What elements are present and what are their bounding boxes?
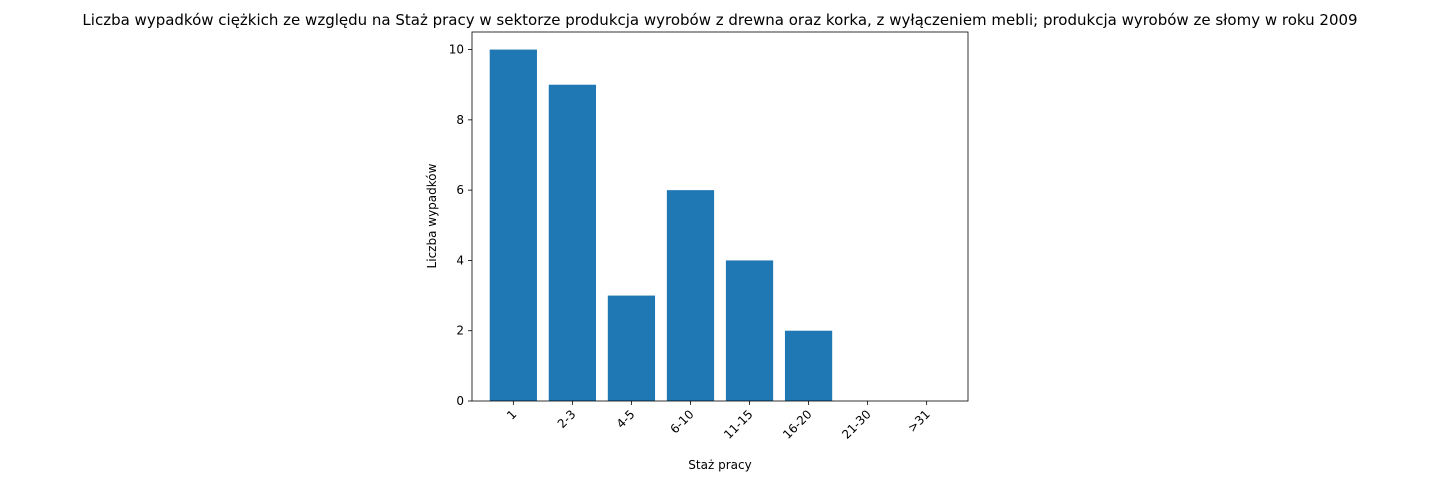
chart-title: Liczba wypadków ciężkich ze względu na S… [82, 11, 1357, 29]
x-tick-label: 6-10 [667, 407, 696, 436]
bar-6-10 [666, 190, 715, 401]
y-tick-label: 8 [456, 113, 464, 127]
bar-4-5 [607, 295, 656, 401]
bar-2-3 [548, 84, 596, 401]
plot-area: 0 2 4 6 8 10 1 2-3 4-5 6-10 11-15 16-20 21-30 >31 [449, 31, 969, 442]
bar-11-15 [725, 260, 774, 401]
bar-1 [489, 49, 537, 401]
axes-frame [471, 31, 969, 402]
y-tick-label: 10 [449, 43, 464, 57]
y-tick-label: 0 [456, 394, 464, 408]
bar-16-20 [784, 330, 833, 401]
x-tick-label: 11-15 [721, 407, 756, 442]
x-tick-label: 16-20 [780, 407, 815, 442]
x-tick-label: 2-3 [555, 407, 579, 431]
x-tick-label: >31 [905, 407, 933, 435]
y-axis-label: Liczba wypadków [425, 163, 439, 268]
x-axis-label: Staż pracy [688, 458, 751, 472]
y-tick-label: 6 [456, 183, 464, 197]
y-tick-label: 2 [456, 324, 464, 338]
x-tick-label: 1 [504, 407, 519, 422]
x-tick-label: 21-30 [839, 407, 874, 442]
x-tick-label: 4-5 [614, 407, 638, 431]
y-tick-label: 4 [456, 253, 464, 267]
